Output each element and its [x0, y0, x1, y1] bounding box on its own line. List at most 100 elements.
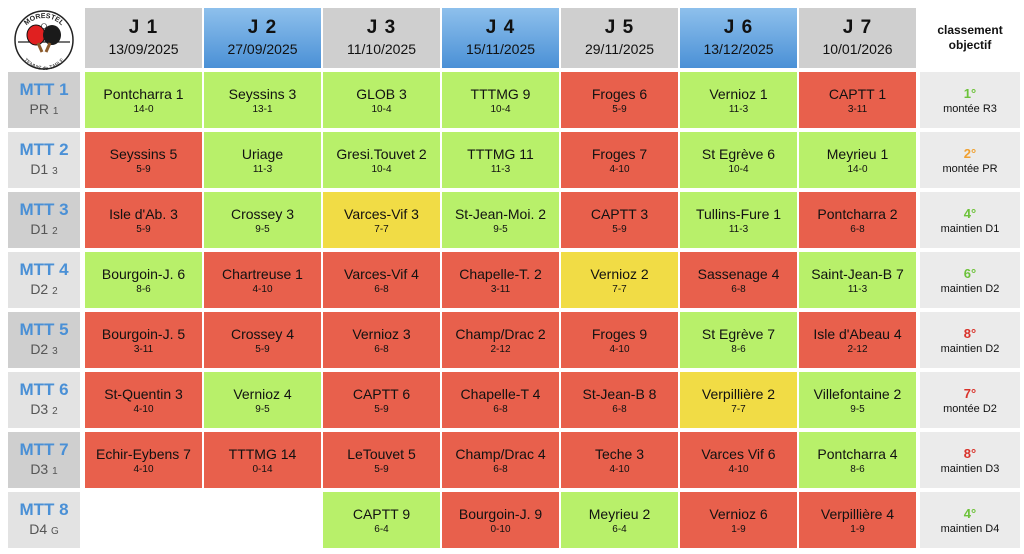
- match-cell: Pontcharra 2 6-8: [799, 192, 916, 248]
- match-score: 5-9: [255, 343, 270, 355]
- match-cell: Champ/Drac 2 2-12: [442, 312, 559, 368]
- club-logo: MORESTEL TENNIS de TABLE: [14, 10, 74, 70]
- match-score: 5-9: [136, 163, 151, 175]
- match-score: 7-7: [731, 403, 746, 415]
- match-cell: Chapelle-T. 2 3-11: [442, 252, 559, 308]
- match-score: 14-0: [847, 163, 868, 175]
- match-cell: Villefontaine 2 9-5: [799, 372, 916, 428]
- match-cell: Varces-Vif 4 6-8: [323, 252, 440, 308]
- match-opponent: TTTMG 9: [470, 85, 531, 102]
- team-name: MTT 1: [19, 79, 69, 99]
- match-cell: TTTMG 11 11-3: [442, 132, 559, 188]
- match-cell: Froges 9 4-10: [561, 312, 678, 368]
- match-opponent: Isle d'Ab. 3: [109, 205, 178, 222]
- team-label-5: MTT 5 D2 3: [8, 312, 80, 368]
- match-cell: Teche 3 4-10: [561, 432, 678, 488]
- match-opponent: Bourgoin-J. 9: [458, 505, 543, 522]
- match-cell: Pontcharra 1 14-0: [85, 72, 202, 128]
- match-cell: CAPTT 3 5-9: [561, 192, 678, 248]
- objective-cell: 6° maintien D2: [920, 252, 1020, 308]
- match-score: 9-5: [850, 403, 865, 415]
- match-score: 5-9: [374, 403, 389, 415]
- match-cell: TTTMG 14 0-14: [204, 432, 321, 488]
- day-label: J 7: [842, 17, 873, 38]
- match-score: 9-5: [255, 403, 270, 415]
- day-date: 29/11/2025: [584, 41, 655, 57]
- objective-goal: maintien D2: [940, 282, 1000, 295]
- objective-rank: 6°: [963, 265, 977, 281]
- match-score: 9-5: [255, 223, 270, 235]
- objective-goal: maintien D4: [940, 522, 1000, 535]
- match-cell: Varces-Vif 3 7-7: [323, 192, 440, 248]
- match-opponent: Villefontaine 2: [813, 385, 902, 402]
- match-opponent: Froges 9: [591, 325, 648, 342]
- match-opponent: Pontcharra 2: [817, 205, 898, 222]
- match-opponent: CAPTT 6: [352, 385, 411, 402]
- match-cell: Verpillière 2 7-7: [680, 372, 797, 428]
- team-name: MTT 2: [19, 139, 69, 159]
- match-score: 4-10: [133, 463, 154, 475]
- match-cell: Chapelle-T 4 6-8: [442, 372, 559, 428]
- objective-goal: maintien D1: [940, 222, 1000, 235]
- match-cell: Crossey 3 9-5: [204, 192, 321, 248]
- team-name: MTT 8: [19, 499, 69, 519]
- match-score: 4-10: [252, 283, 273, 295]
- match-opponent: Pontcharra 1: [103, 85, 184, 102]
- match-cell: Gresi.Touvet 2 10-4: [323, 132, 440, 188]
- objective-goal: montée R3: [943, 102, 997, 115]
- objective-header: classement objectif: [920, 8, 1020, 68]
- day-date: 27/09/2025: [227, 41, 298, 57]
- match-score: 4-10: [728, 463, 749, 475]
- match-score: 4-10: [609, 463, 630, 475]
- match-score: 11-3: [728, 103, 749, 115]
- match-score: 6-8: [493, 403, 508, 415]
- match-cell: Pontcharra 4 8-6: [799, 432, 916, 488]
- match-opponent: CAPTT 3: [590, 205, 649, 222]
- team-label-3: MTT 3 D1 2: [8, 192, 80, 248]
- match-opponent: Uriage: [241, 145, 284, 162]
- match-opponent: Vernioz 3: [352, 325, 411, 342]
- objective-cell: 1° montée R3: [920, 72, 1020, 128]
- team-group: 1: [52, 105, 59, 117]
- match-opponent: St-Jean-B 8: [582, 385, 657, 402]
- match-cell: St Egrève 6 10-4: [680, 132, 797, 188]
- team-group: 2: [52, 225, 58, 237]
- match-opponent: Pontcharra 4: [817, 445, 898, 462]
- match-score: 2-12: [490, 343, 511, 355]
- team-label-4: MTT 4 D2 2: [8, 252, 80, 308]
- match-cell: Varces Vif 6 4-10: [680, 432, 797, 488]
- match-cell: Meyrieu 1 14-0: [799, 132, 916, 188]
- day-label: J 2: [247, 17, 278, 38]
- day-label: J 3: [366, 17, 397, 38]
- match-opponent: Froges 6: [591, 85, 648, 102]
- match-cell: Vernioz 4 9-5: [204, 372, 321, 428]
- match-opponent: Champ/Drac 2: [455, 325, 546, 342]
- team-name: MTT 4: [19, 259, 69, 279]
- match-cell: Meyrieu 2 6-4: [561, 492, 678, 548]
- match-opponent: Echir-Eybens 7: [96, 445, 191, 462]
- match-opponent: Verpillière 4: [820, 505, 895, 522]
- match-cell: Bourgoin-J. 5 3-11: [85, 312, 202, 368]
- day-header-7: J 7 10/01/2026: [799, 8, 916, 68]
- match-score: 6-4: [612, 523, 627, 535]
- match-opponent: Bourgoin-J. 5: [101, 325, 186, 342]
- team-group: 1: [52, 465, 58, 477]
- match-opponent: Meyrieu 2: [588, 505, 651, 522]
- match-score: 1-9: [850, 523, 865, 535]
- day-date: 13/12/2025: [703, 41, 774, 57]
- match-cell: TTTMG 9 10-4: [442, 72, 559, 128]
- match-cell: Chartreuse 1 4-10: [204, 252, 321, 308]
- match-score: 6-8: [374, 343, 389, 355]
- match-opponent: Vernioz 1: [709, 85, 768, 102]
- day-header-3: J 3 11/10/2025: [323, 8, 440, 68]
- objective-rank: 4°: [963, 505, 977, 521]
- team-label-6: MTT 6 D3 2: [8, 372, 80, 428]
- match-cell: LeTouvet 5 5-9: [323, 432, 440, 488]
- match-score: 9-5: [493, 223, 508, 235]
- objective-rank: 1°: [963, 85, 977, 101]
- match-cell: St Egrève 7 8-6: [680, 312, 797, 368]
- objective-cell: 8° maintien D3: [920, 432, 1020, 488]
- team-name: MTT 7: [19, 439, 69, 459]
- match-cell: Crossey 4 5-9: [204, 312, 321, 368]
- objective-goal: maintien D2: [940, 342, 1000, 355]
